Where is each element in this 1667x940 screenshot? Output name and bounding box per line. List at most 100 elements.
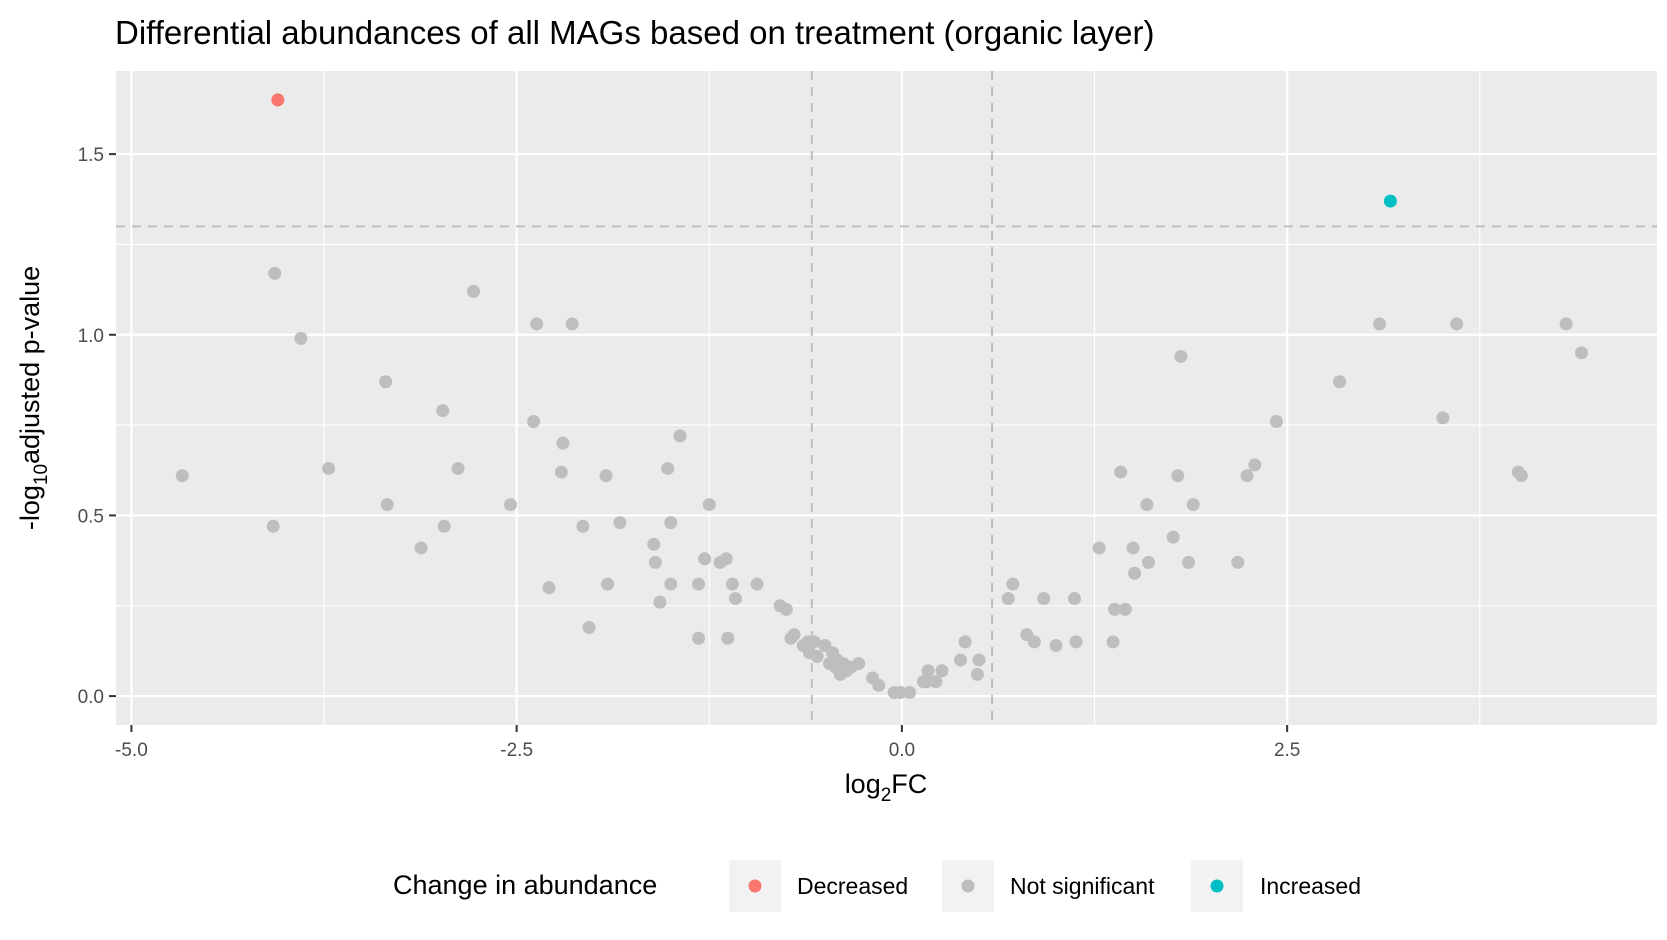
point-not-significant [958,635,972,649]
point-not-significant [437,519,451,533]
point-not-significant [414,541,428,555]
point-not-significant [379,375,393,389]
legend-entry-increased: Increased [1191,860,1361,912]
point-not-significant [725,577,739,591]
x-axis-title-subscript: 2 [881,785,892,806]
point-not-significant [556,436,570,450]
point-not-significant [648,555,662,569]
point-not-significant [467,284,481,298]
point-not-significant [1141,555,1155,569]
point-not-significant [779,602,793,616]
point-not-significant [1126,541,1140,555]
point-not-significant [1118,602,1132,616]
point-not-significant [972,653,986,667]
point-not-significant [1037,592,1051,606]
point-not-significant [565,317,579,331]
point-not-significant [1574,346,1588,360]
legend: Change in abundance Decreased Not signif… [393,860,1361,912]
point-not-significant [721,631,735,645]
point-decreased [271,93,285,107]
legend-marker-decreased [748,879,762,893]
point-not-significant [294,331,308,345]
point-not-significant [807,635,821,649]
point-not-significant [175,469,189,483]
y-tick-label: 0.5 [78,506,104,527]
point-not-significant [1450,317,1464,331]
point-not-significant [1269,414,1283,428]
point-not-significant [1436,411,1450,425]
point-not-significant [1373,317,1387,331]
point-not-significant [1128,566,1142,580]
legend-entry-decreased: Decreased [729,860,908,912]
point-not-significant [1114,465,1128,479]
point-not-significant [436,404,450,418]
point-not-significant [554,465,568,479]
point-not-significant [1027,635,1041,649]
y-axis-title-subscript: 10 [31,464,52,485]
point-not-significant [582,620,596,634]
point-not-significant [527,414,541,428]
point-not-significant [613,516,627,530]
threshold-lines [116,71,1657,725]
point-not-significant [893,685,907,699]
x-tick-label: 0.0 [889,740,915,761]
y-axis-title-base: -log [15,485,45,530]
legend-marker-increased [1210,879,1224,893]
point-not-significant [1248,458,1262,472]
point-not-significant [970,667,984,681]
point-not-significant [1240,469,1254,483]
point-not-significant [664,516,678,530]
point-not-significant [698,552,712,566]
point-not-significant [852,657,866,671]
y-axis-title-rest: adjusted p-value [15,266,45,464]
y-axis-title: -log10adjusted p-value [15,266,52,530]
point-not-significant [1092,541,1106,555]
point-not-significant [1106,635,1120,649]
minor-gridlines [116,71,1657,725]
point-not-significant [380,498,394,512]
point-not-significant [1182,555,1196,569]
legend-label-not-significant: Not significant [1010,873,1155,899]
point-not-significant [719,552,733,566]
point-not-significant [664,577,678,591]
point-increased [1383,194,1397,208]
x-axis-title-rest: FC [891,769,927,799]
point-not-significant [673,429,687,443]
point-not-significant [661,461,675,475]
legend-title: Change in abundance [393,870,657,900]
point-not-significant [322,461,336,475]
point-not-significant [451,461,465,475]
point-not-significant [691,631,705,645]
y-tick-label: 1.0 [78,326,104,347]
point-not-significant [903,685,917,699]
point-not-significant [1068,592,1082,606]
x-axis-title: log2FC [845,769,928,806]
point-not-significant [503,498,517,512]
point-not-significant [601,577,615,591]
point-not-significant [1140,498,1154,512]
point-not-significant [787,628,801,642]
point-not-significant [1001,592,1015,606]
legend-label-decreased: Decreased [797,873,908,899]
legend-marker-not-significant [961,879,975,893]
point-not-significant [935,664,949,678]
point-not-significant [929,675,943,689]
point-not-significant [921,664,935,678]
point-not-significant [1049,639,1063,653]
point-not-significant [1333,375,1347,389]
legend-label-increased: Increased [1260,873,1361,899]
point-not-significant [268,266,282,280]
point-not-significant [728,592,742,606]
point-not-significant [1108,602,1122,616]
point-not-significant [647,537,661,551]
point-not-significant [1166,530,1180,544]
data-points [175,93,1588,699]
point-not-significant [576,519,590,533]
point-not-significant [266,519,280,533]
y-axis: 0.0 0.5 1.0 1.5 [78,145,116,708]
legend-entry-not-significant: Not significant [942,860,1155,912]
point-not-significant [1514,469,1528,483]
y-tick-label: 1.5 [78,145,104,166]
point-not-significant [1559,317,1573,331]
